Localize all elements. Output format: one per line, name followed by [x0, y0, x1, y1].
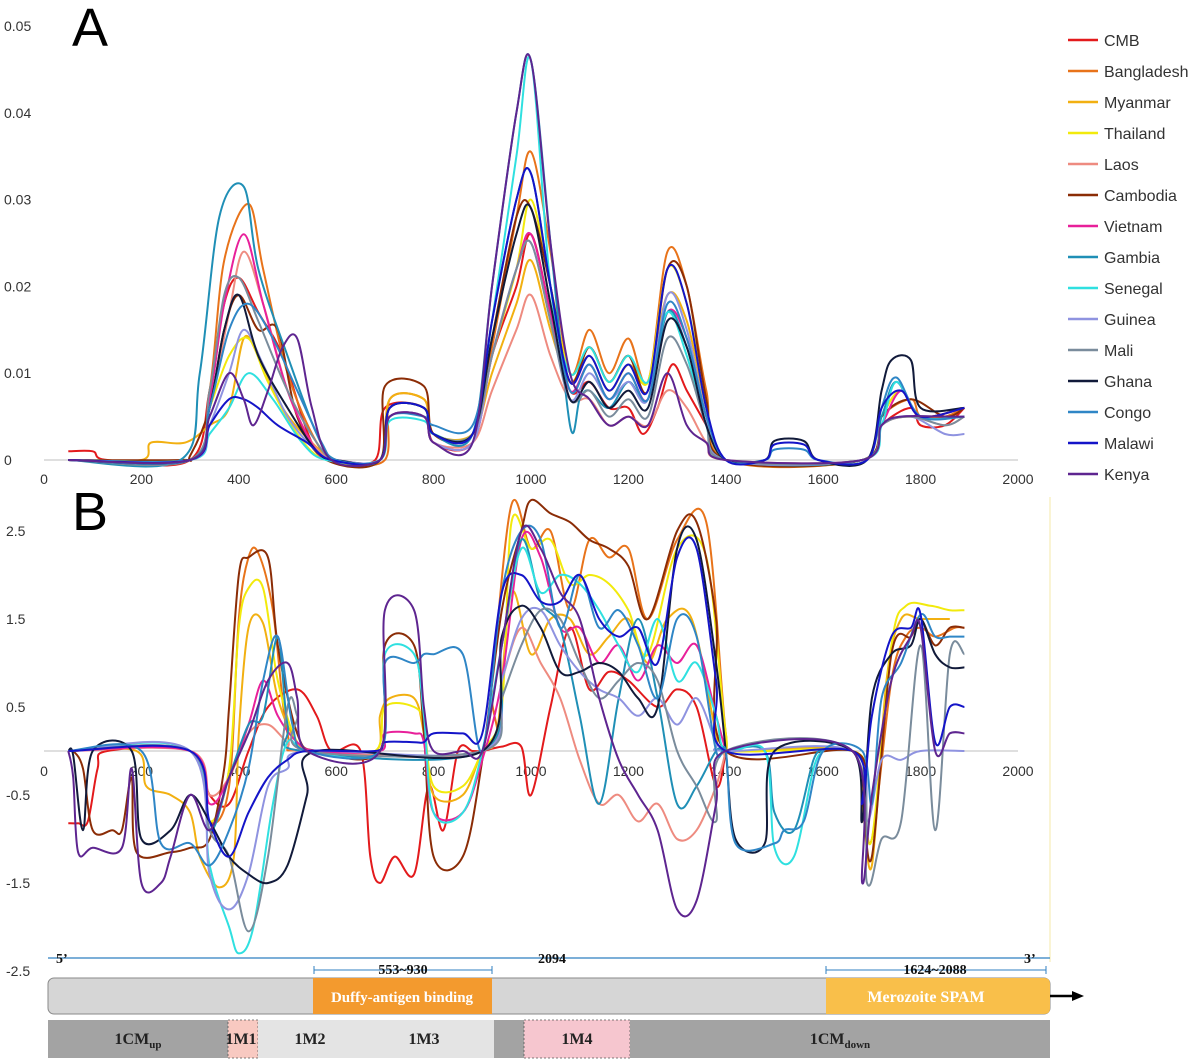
gene-length-label: 2094 [538, 952, 566, 967]
direction-arrow-icon [1072, 991, 1084, 1001]
panel-a-x-ticks: 0 200 400 600 800 1000 1200 1400 1600 1800 2000 [40, 471, 1034, 487]
segment-1m4-label: 1M4 [561, 1031, 592, 1048]
gene-map: 5’ 3’ 2094 553~930 1624~2088 Duffy-antig… [47, 952, 1084, 1059]
five-prime-label: 5’ [56, 952, 68, 967]
panel-b-x-tick-label: 600 [325, 763, 349, 779]
legend-label: Gambia [1104, 250, 1160, 267]
panel-a-y-tick-label: 0.04 [4, 105, 31, 121]
panel-a-x-tick-label: 1200 [613, 471, 644, 487]
legend-label: Senegal [1104, 281, 1163, 298]
panel-b-y-tick-label: -1.5 [6, 875, 30, 891]
segment-1m1 [227, 1019, 259, 1059]
panel-b-line-ghana [67, 525, 965, 885]
panel-b-x-tick-label: 1400 [710, 763, 741, 779]
panel-b-y-tick-label: -0.5 [6, 787, 30, 803]
panel-a-x-tick-label: 1600 [808, 471, 839, 487]
panel-a-y-tick-label: 0.02 [4, 278, 31, 294]
panel-b-y-tick-label: 1.5 [6, 611, 26, 627]
duffy-domain-label: Duffy-antigen binding [331, 990, 474, 1006]
legend-label: Congo [1104, 405, 1151, 422]
panel-b-x-tick-label: 1000 [515, 763, 546, 779]
legend-label: Cambodia [1104, 188, 1177, 205]
panel-b-chart: B 2.51.50.5-0.5-1.5-2.5 0 200 400 600 800 100… [6, 482, 1051, 979]
panel-b-line-kenya [67, 524, 965, 918]
panel-b-line-cambodia [67, 498, 965, 872]
panel-a-line-malawi [68, 167, 965, 466]
segment-gap [494, 1020, 524, 1058]
panel-b-x-tick-label: 0 [40, 763, 48, 779]
panel-a-x-tick-label: 400 [227, 471, 251, 487]
panel-b-y-tick-label: 0.5 [6, 699, 26, 715]
legend-label: Myanmar [1104, 95, 1171, 112]
legend-label: Vietnam [1104, 219, 1162, 236]
segment-1cm-up [48, 1020, 228, 1058]
panel-a-y-ticks: 0 0.01 0.02 0.03 0.04 0.05 [4, 18, 31, 468]
segment-1m3-label: 1M3 [408, 1031, 439, 1048]
segment-1m2 [258, 1020, 358, 1058]
legend-label: Mali [1104, 343, 1133, 360]
segment-1m1-label: 1M1 [225, 1031, 256, 1048]
legend: CMB Bangladesh Myanmar Thailand Laos Cambodia… [1068, 33, 1189, 484]
panel-a-x-tick-label: 0 [40, 471, 48, 487]
panel-a-label: A [72, 0, 108, 58]
domain1-range-label: 553~930 [378, 963, 427, 978]
panel-b-line-mali [68, 607, 966, 933]
panel-b-x-tick-label: 1200 [613, 763, 644, 779]
panel-b-y-tick-label: 2.5 [6, 523, 26, 539]
segment-1m2-label: 1M2 [294, 1031, 325, 1048]
domain2-range-label: 1624~2088 [903, 963, 966, 978]
legend-label: Thailand [1104, 126, 1165, 143]
panel-a-x-tick-label: 1400 [710, 471, 741, 487]
segment-1m4 [523, 1019, 631, 1059]
panel-a-line-cambodia [68, 199, 965, 469]
panel-b-line-senegal [68, 546, 825, 955]
panel-a-y-tick-label: 0.03 [4, 192, 31, 208]
legend-label: CMB [1104, 33, 1140, 50]
panel-b-y-ticks: 2.5 1.5 0.5 -0.5 -1.5 -2.5 [6, 523, 30, 979]
panel-a-y-tick-label: 0 [4, 452, 12, 468]
three-prime-label: 3’ [1024, 952, 1036, 967]
panel-a-y-tick-label: 0.01 [4, 365, 31, 381]
legend-label: Bangladesh [1104, 64, 1189, 81]
panel-b-series [67, 498, 966, 955]
panel-b-x-tick-label: 1800 [905, 763, 936, 779]
legend-label: Guinea [1104, 312, 1156, 329]
panel-a-x-tick-label: 800 [422, 471, 446, 487]
panel-b-label: B [72, 482, 108, 542]
spam-domain-label: Merozoite SPAM [867, 989, 984, 1006]
segment-1cm-up-label: 1CMup [115, 1031, 162, 1051]
segment-1m3 [358, 1020, 494, 1058]
panel-b-line-malawi [68, 536, 965, 858]
panel-a-x-tick-label: 1000 [515, 471, 546, 487]
legend-label: Kenya [1104, 467, 1149, 484]
panel-a-y-tick-label: 0.05 [4, 18, 31, 34]
panel-b-x-tick-label: 2000 [1002, 763, 1033, 779]
panel-a-series [68, 53, 966, 469]
panel-b-y-tick-label: -2.5 [6, 963, 30, 979]
panel-a-line-kenya [68, 53, 965, 467]
panel-a-chart: A 0 0.01 0.02 0.03 0.04 0.05 0 200 400 600 800 100… [4, 0, 1034, 487]
duffy-domain-box [313, 978, 492, 1014]
segment-1cm-down [630, 1020, 1050, 1058]
panel-a-x-tick-label: 200 [130, 471, 154, 487]
legend-label: Ghana [1104, 374, 1152, 391]
segment-1cm-down-label: 1CMdown [810, 1031, 870, 1051]
panel-a-x-tick-label: 2000 [1002, 471, 1033, 487]
panel-a-x-tick-label: 600 [325, 471, 349, 487]
panel-b-line-congo [68, 524, 965, 867]
legend-label: Malawi [1104, 436, 1154, 453]
spam-domain-box [826, 978, 1050, 1014]
legend-label: Laos [1104, 157, 1139, 174]
panel-a-x-tick-label: 1800 [905, 471, 936, 487]
